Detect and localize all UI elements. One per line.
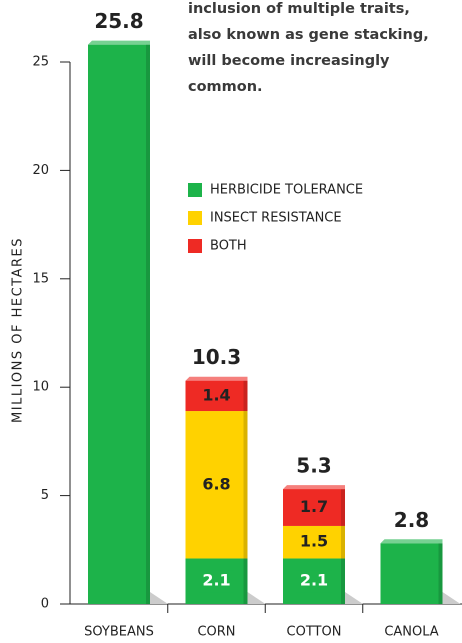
legend-label: HERBICIDE TOLERANCE (210, 183, 363, 198)
annotation-line: also known as gene stacking, (188, 27, 429, 43)
legend-swatch (188, 183, 202, 197)
segment-label-bg (198, 473, 235, 496)
segment-label: 1.5 (300, 532, 328, 551)
annotation-line: inclusion of multiple traits, (188, 1, 410, 17)
y-tick-label: 10 (32, 380, 49, 395)
bar-segment (380, 543, 443, 604)
x-tick-label: CORN (197, 625, 235, 640)
segment-label-bg (296, 531, 332, 554)
segment-label-bg (296, 496, 332, 519)
y-tick-label: 20 (32, 163, 49, 178)
segment-label-bg (296, 570, 332, 593)
total-label: 5.3 (296, 454, 331, 478)
bar-side (146, 44, 150, 604)
bar-top (283, 485, 345, 490)
y-axis-title: MILLIONS OF HECTARES (11, 237, 26, 423)
legend-swatch (188, 211, 202, 225)
bar-side (243, 558, 248, 604)
bar-segment (88, 44, 150, 604)
y-tick-label: 25 (32, 55, 49, 70)
total-label: 10.3 (192, 345, 241, 369)
segment-label-bg (198, 384, 235, 407)
bar-shadow (442, 592, 461, 604)
bar-side (438, 543, 443, 604)
legend-label: BOTH (210, 239, 247, 254)
bar-top (380, 539, 443, 544)
bar-side (341, 525, 345, 559)
bar-shadow (247, 592, 266, 604)
bar-side (341, 489, 345, 526)
bar-side (341, 558, 345, 604)
segment-label: 2.1 (300, 571, 328, 590)
x-tick-label: CANOLA (384, 625, 438, 640)
bar-side (243, 380, 248, 412)
legend-swatch (188, 239, 202, 253)
bar-top (88, 40, 150, 45)
annotation-line: common. (188, 79, 263, 95)
total-label: 2.8 (394, 508, 429, 532)
y-tick-label: 5 (41, 488, 49, 503)
y-tick-label: 15 (32, 271, 49, 286)
legend-label: INSECT RESISTANCE (210, 211, 342, 226)
bar-side (243, 411, 248, 559)
segment-label: 2.1 (202, 571, 230, 590)
segment-label: 1.4 (202, 385, 230, 404)
bar-shadow (345, 592, 363, 604)
segment-label: 1.7 (300, 497, 328, 516)
x-tick-label: SOYBEANS (84, 625, 154, 640)
bar-shadow (150, 592, 168, 604)
segment-label-bg (198, 570, 235, 593)
bar-top (185, 376, 248, 381)
segment-label: 6.8 (202, 474, 230, 493)
annotation-line: will become increasingly (188, 53, 390, 69)
total-label: 25.8 (94, 9, 143, 33)
x-tick-label: COTTON (287, 625, 342, 640)
y-tick-label: 0 (41, 597, 49, 612)
